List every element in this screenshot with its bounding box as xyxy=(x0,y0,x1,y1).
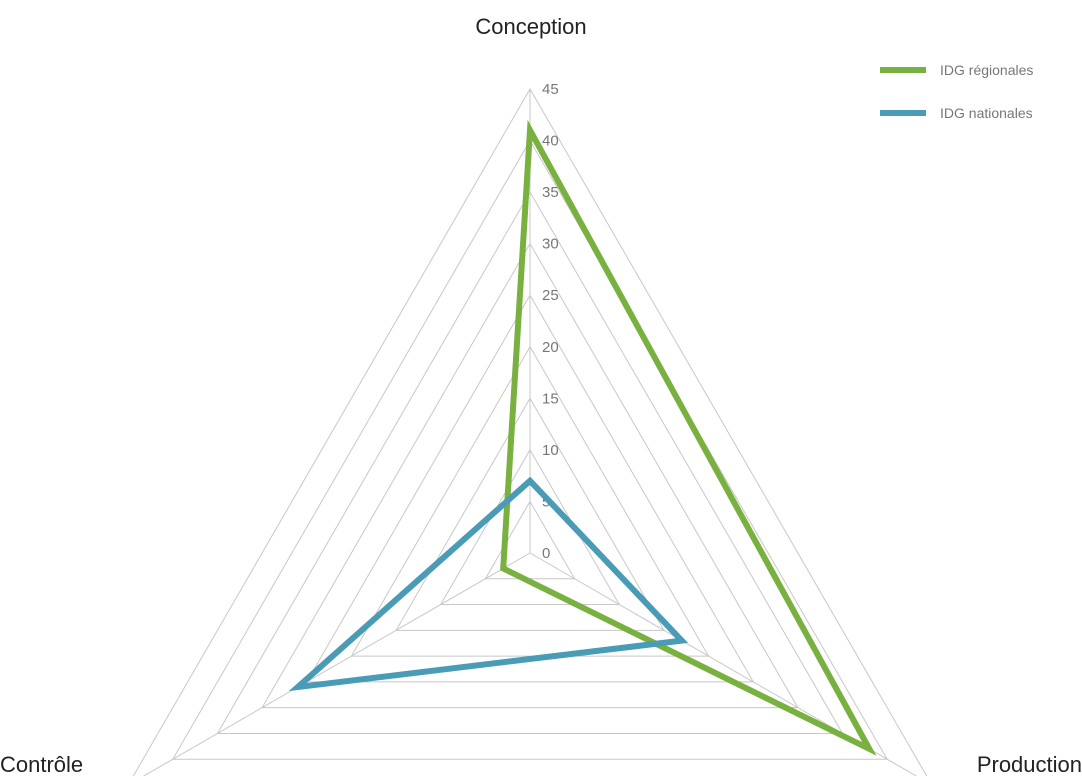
tick-label-10: 10 xyxy=(542,442,559,459)
legend-label-0: IDG régionales xyxy=(940,62,1033,78)
grid-ring-15 xyxy=(395,397,665,631)
tick-label-20: 20 xyxy=(542,339,559,356)
category-label-conception: Conception xyxy=(475,14,586,39)
tick-label-35: 35 xyxy=(542,184,559,201)
tick-label-25: 25 xyxy=(542,287,559,304)
category-label-production: Production xyxy=(977,752,1082,776)
category-labels: Conception Production Contrôle xyxy=(0,14,1082,776)
radar-axes xyxy=(142,89,918,776)
legend-label-1: IDG nationales xyxy=(940,105,1033,121)
tick-label-30: 30 xyxy=(542,236,559,253)
data-series xyxy=(288,119,877,756)
category-label-contrôle: Contrôle xyxy=(0,752,83,776)
grid-ring-35 xyxy=(216,191,844,734)
grid-ring-30 xyxy=(261,242,799,709)
series-line-1 xyxy=(288,476,689,692)
tick-label-15: 15 xyxy=(542,390,559,407)
tick-label-0: 0 xyxy=(542,545,550,562)
axis-production xyxy=(529,552,918,776)
tick-label-40: 40 xyxy=(542,133,559,150)
grid-ring-45 xyxy=(132,88,928,776)
series-line-0 xyxy=(500,119,877,756)
grid-ring-25 xyxy=(305,294,755,683)
tick-label-45: 45 xyxy=(542,81,559,98)
radar-grid xyxy=(132,88,928,776)
legend: IDG régionales IDG nationales xyxy=(880,62,1033,121)
axis-contrôle xyxy=(142,552,531,776)
